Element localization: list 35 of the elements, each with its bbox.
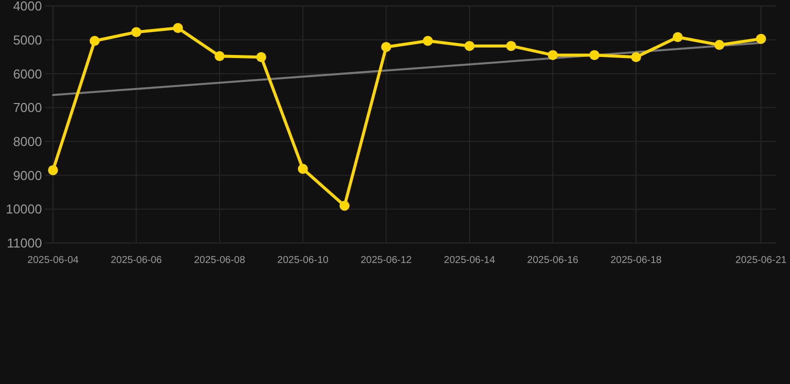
point xyxy=(464,40,474,51)
point xyxy=(214,51,225,62)
point xyxy=(672,32,683,42)
point xyxy=(131,27,142,38)
y-tick-label: 11000 xyxy=(6,236,42,251)
y-tick-label: 5000 xyxy=(13,32,42,48)
point xyxy=(340,200,350,211)
x-tick-label: 2025-06-18 xyxy=(610,255,662,266)
y-tick-label: 8000 xyxy=(13,134,42,149)
y-tick-label: 9000 xyxy=(13,168,42,183)
point xyxy=(172,23,183,34)
point xyxy=(422,36,433,46)
point xyxy=(506,40,516,51)
point xyxy=(548,50,558,60)
x-tick-label: 2025-06-12 xyxy=(360,255,412,266)
point xyxy=(756,34,766,44)
point xyxy=(589,50,600,60)
point xyxy=(90,36,100,46)
point xyxy=(48,165,58,176)
y-tick-label: 6000 xyxy=(13,66,42,82)
point xyxy=(631,52,642,62)
x-tick-label: 2025-06-10 xyxy=(277,255,329,266)
x-tick-label: 2025-06-21 xyxy=(735,255,788,266)
y-tick-label: 10000 xyxy=(6,202,42,217)
x-tick-label: 2025-06-08 xyxy=(194,255,246,266)
point xyxy=(256,52,266,62)
x-tick-label: 2025-06-06 xyxy=(110,255,162,266)
point xyxy=(714,40,724,50)
x-tick-label: 2025-06-14 xyxy=(444,255,496,266)
x-tick-label: 2025-06-04 xyxy=(27,255,80,266)
x-tick-label: 2025-06-16 xyxy=(527,255,579,266)
y-tick-label: 7000 xyxy=(13,100,42,116)
y-tick-label: 4000 xyxy=(13,0,42,14)
point xyxy=(381,42,392,52)
point xyxy=(298,164,308,174)
